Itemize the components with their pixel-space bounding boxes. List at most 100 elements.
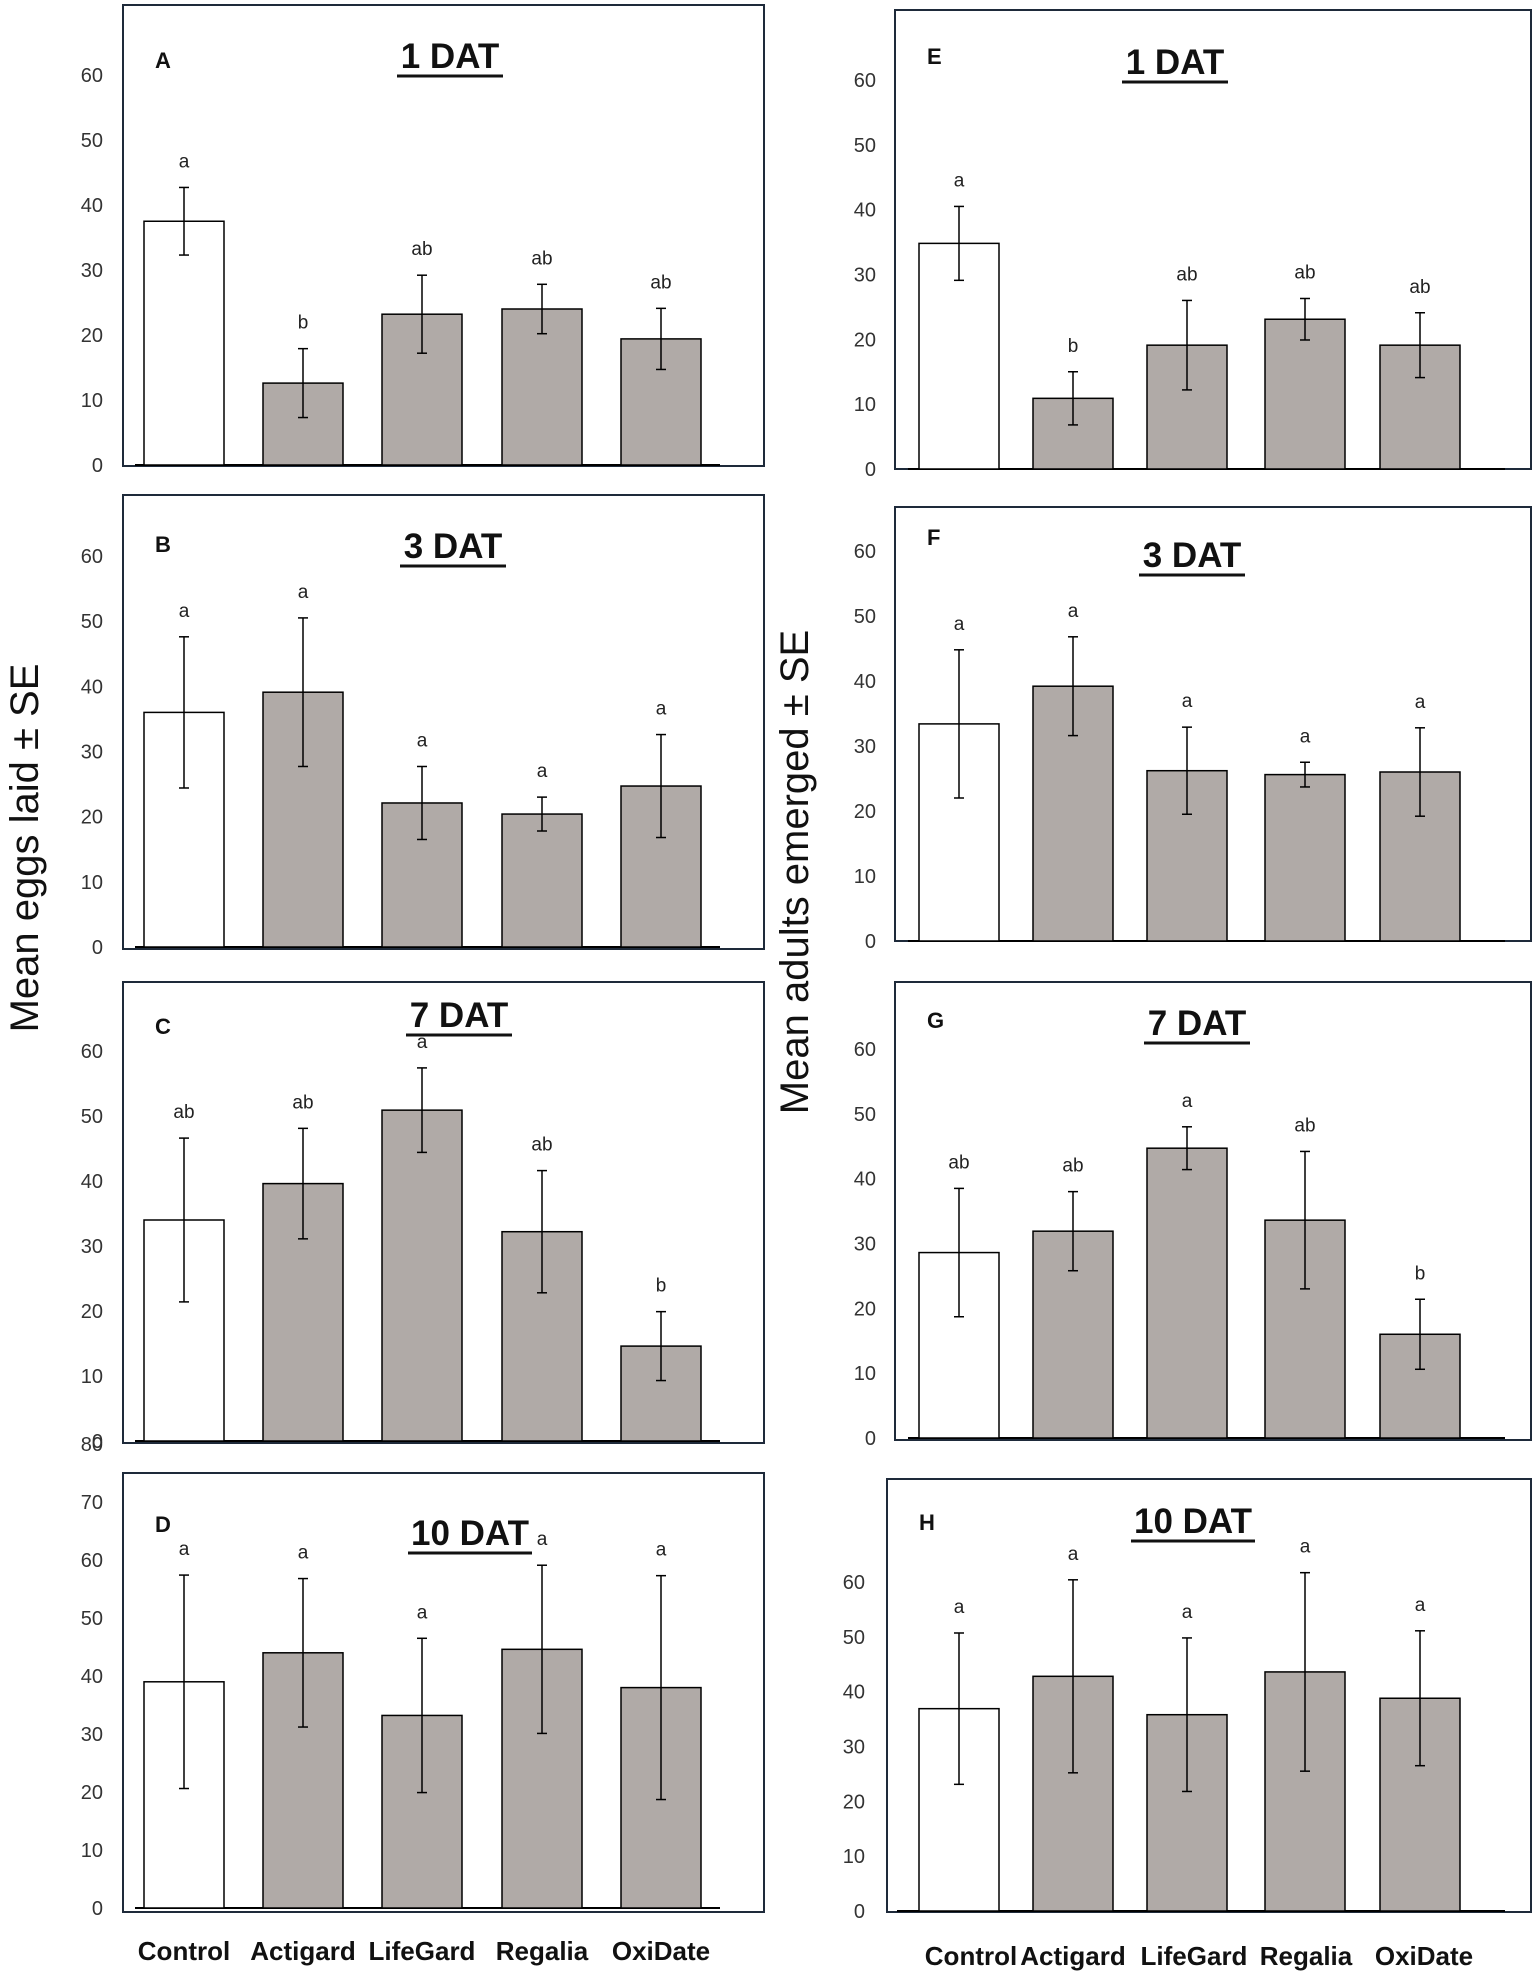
y-tick-label: 60 (81, 1550, 103, 1572)
panel-title: 3 DAT (404, 527, 503, 566)
y-tick-label: 30 (81, 260, 103, 282)
y-tick-label: 30 (81, 742, 103, 764)
chart-panel-c: 0 10 20 30 40 50 60 C 7 DAT ab ab a ab b (81, 981, 765, 1453)
y-tick-label: 10 (854, 866, 876, 888)
y-tick-label: 40 (854, 200, 876, 222)
y-tick-label: 60 (854, 541, 876, 563)
significance-letter: a (298, 1543, 309, 1564)
significance-letter: a (1182, 1091, 1193, 1112)
significance-letter: ab (1062, 1156, 1083, 1177)
x-category-label: Actigard (250, 1936, 355, 1966)
x-category-label: LifeGard (1141, 1941, 1248, 1971)
panel-title: 7 DAT (410, 996, 509, 1035)
significance-letter: a (179, 601, 190, 622)
significance-letter: a (417, 730, 428, 751)
significance-letter: ab (173, 1102, 194, 1123)
y-tick-label: 20 (854, 1298, 876, 1320)
significance-letter: a (954, 170, 965, 191)
bar-regalia (501, 308, 583, 466)
y-tick-label: 10 (81, 390, 103, 412)
significance-letter: a (1415, 692, 1426, 713)
y-tick-label: 30 (854, 1234, 876, 1256)
y-tick-label: 0 (92, 937, 103, 959)
significance-letter: a (417, 1032, 428, 1053)
chart-panel-b: 0 10 20 30 40 50 60 B 3 DAT a a a a a (81, 494, 765, 959)
panel-letter: G (927, 1008, 944, 1033)
x-category-label: LifeGard (369, 1936, 476, 1966)
significance-letter: ab (650, 272, 671, 293)
x-category-label: Regalia (1260, 1941, 1353, 1971)
y-tick-label: 40 (854, 671, 876, 693)
panel-frame (894, 981, 1532, 1441)
significance-letter: a (954, 1597, 965, 1618)
y-tick-label: 0 (865, 1428, 876, 1450)
panel-letter: F (927, 525, 940, 550)
significance-letter: b (656, 1276, 667, 1297)
y-tick-label: 20 (81, 325, 103, 347)
y-axis-label-eggs: Mean eggs laid ± SE (3, 664, 47, 1033)
y-tick-label: 0 (865, 931, 876, 953)
y-tick-label: 60 (81, 1041, 103, 1063)
y-tick-label: 40 (854, 1169, 876, 1191)
y-tick-label: 0 (92, 455, 103, 477)
significance-letter: b (1068, 336, 1079, 357)
significance-letter: a (1068, 1544, 1079, 1565)
y-tick-label: 50 (81, 611, 103, 633)
bar-control (143, 220, 225, 466)
y-tick-label: 30 (81, 1724, 103, 1746)
panel-title: 10 DAT (1134, 1502, 1252, 1541)
x-category-label: Control (138, 1936, 230, 1966)
panel-letter: E (927, 44, 942, 69)
y-tick-label: 0 (854, 1901, 865, 1923)
x-category-label: Actigard (1020, 1941, 1125, 1971)
y-tick-label: 50 (81, 130, 103, 152)
y-tick-label: 50 (81, 1106, 103, 1128)
panel-title: 3 DAT (1143, 536, 1242, 575)
chart-panel-f: 0 10 20 30 40 50 60 F 3 DAT a a a a a (854, 506, 1532, 953)
panel-frame (122, 981, 765, 1444)
bar-lifegard (1146, 1147, 1228, 1439)
y-tick-label: 10 (854, 394, 876, 416)
significance-letter: a (656, 1540, 667, 1561)
panel-frame (122, 1472, 765, 1913)
x-category-label: OxiDate (612, 1936, 710, 1966)
y-tick-label: 30 (81, 1236, 103, 1258)
y-tick-label: 60 (854, 1039, 876, 1061)
y-tick-label: 70 (81, 1492, 103, 1514)
chart-panel-h: 0 10 20 30 40 50 60 H 10 DAT a a a a a (843, 1478, 1532, 1923)
y-tick-label: 50 (854, 606, 876, 628)
significance-letter: ab (292, 1092, 313, 1113)
panel-title: 10 DAT (411, 1514, 529, 1553)
chart-panel-d: 0 10 20 30 40 50 60 70 80 D 10 DAT a a a a a (81, 1434, 765, 1920)
y-tick-label: 10 (81, 872, 103, 894)
y-tick-label: 20 (81, 807, 103, 829)
y-tick-label: 10 (854, 1363, 876, 1385)
y-tick-label: 50 (854, 135, 876, 157)
panel-letter: A (155, 48, 171, 73)
significance-letter: a (417, 1602, 428, 1623)
y-tick-label: 0 (92, 1898, 103, 1920)
chart-panel-g: 0 10 20 30 40 50 60 G 7 DAT ab ab a ab b (854, 981, 1532, 1450)
panel-title: 7 DAT (1148, 1004, 1247, 1043)
significance-letter: a (1182, 691, 1193, 712)
significance-letter: ab (948, 1152, 969, 1173)
bar-regalia (1264, 318, 1346, 470)
y-tick-label: 50 (843, 1627, 865, 1649)
significance-letter: ab (1409, 277, 1430, 298)
y-tick-label: 10 (81, 1366, 103, 1388)
bar-lifegard (381, 1109, 463, 1442)
x-category-label: OxiDate (1375, 1941, 1473, 1971)
y-axis-label-adults: Mean adults emerged ± SE (773, 630, 817, 1114)
y-tick-label: 40 (81, 676, 103, 698)
y-tick-label: 10 (843, 1846, 865, 1868)
y-tick-label: 30 (854, 736, 876, 758)
significance-letter: b (298, 313, 309, 334)
bar-regalia (1264, 773, 1346, 942)
y-tick-label: 0 (92, 1431, 103, 1453)
y-tick-label: 10 (81, 1840, 103, 1862)
y-tick-label: 60 (843, 1572, 865, 1594)
y-tick-label: 60 (854, 70, 876, 92)
significance-letter: a (179, 1539, 190, 1560)
significance-letter: a (298, 582, 309, 603)
y-tick-label: 60 (81, 65, 103, 87)
